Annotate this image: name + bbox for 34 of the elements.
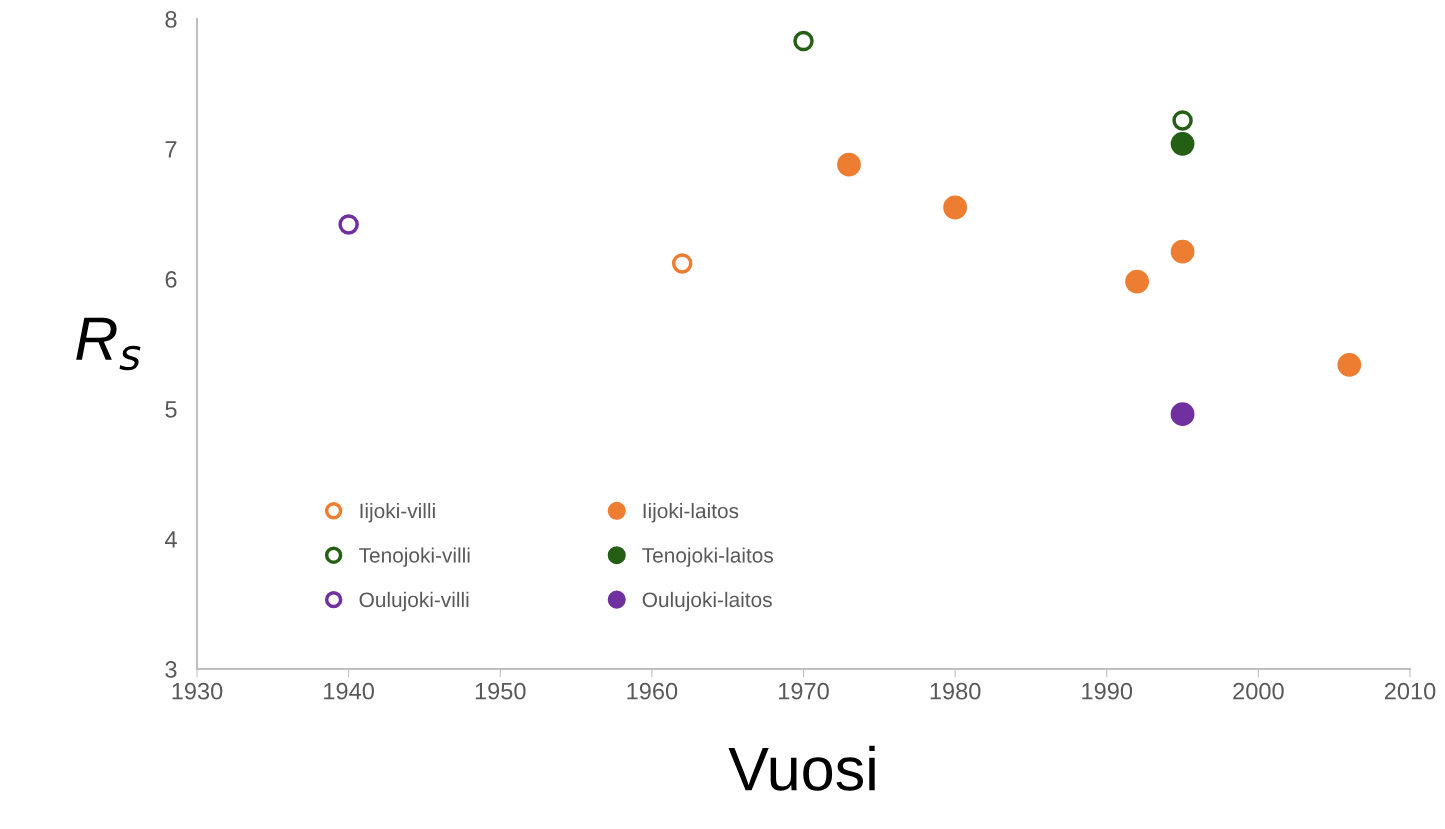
- x-axis-title: Vuosi: [728, 745, 875, 791]
- point: [943, 195, 968, 220]
- y-tick-label: 4: [164, 531, 177, 548]
- point: [671, 253, 693, 274]
- legend-label: Oulujoki-villi: [359, 591, 469, 612]
- point: [1125, 269, 1149, 294]
- y-axis-title: R$_{s}$: [76, 317, 141, 371]
- x-tick-label: 1980: [930, 682, 981, 700]
- legend-label: Iijoki-laitos: [643, 502, 739, 523]
- x-tick-label: 1930: [172, 682, 223, 700]
- point: [1170, 402, 1195, 427]
- point: [793, 30, 814, 52]
- y-tick-label: 7: [165, 141, 177, 158]
- point: [1337, 352, 1362, 377]
- point: [1170, 131, 1195, 156]
- point: [1172, 110, 1193, 131]
- y-tick-label: 3: [165, 661, 177, 678]
- y-tick-label: 5: [165, 401, 177, 418]
- x-tick-label: 1940: [324, 682, 374, 700]
- x-tick-label: 1960: [627, 682, 678, 700]
- x-tick-label: 1970: [779, 682, 829, 700]
- legend-label: Tenojoki-laitos: [642, 547, 773, 567]
- x-tick-label: 2010: [1384, 682, 1436, 700]
- point: [837, 152, 861, 177]
- x-tick-label: 1990: [1082, 682, 1133, 700]
- legend-label: Iijoki-villi: [360, 502, 435, 523]
- y-tick-label: 8: [165, 11, 177, 28]
- legend-label: Oulujoki-laitos: [642, 591, 772, 612]
- point: [1170, 239, 1195, 264]
- y-tick-label: 6: [165, 271, 177, 288]
- point: [338, 214, 359, 235]
- x-tick-label: 1950: [475, 682, 526, 700]
- legend-label: Tenojoki-villi: [359, 547, 470, 567]
- x-tick-label: 2000: [1233, 682, 1284, 700]
